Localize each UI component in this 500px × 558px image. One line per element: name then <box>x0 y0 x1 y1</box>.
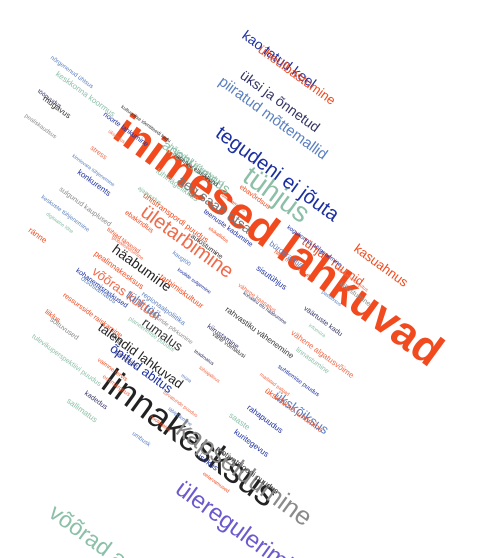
cloud-word: sõltuvused <box>48 316 80 342</box>
cloud-word: stress <box>88 144 108 162</box>
cloud-word: rahapuudus <box>245 402 285 436</box>
cloud-word: tulevikuperspektiivi puudus <box>30 333 103 389</box>
cloud-word: ränne <box>26 225 49 245</box>
cloud-word: pealiskaudsus <box>23 113 58 141</box>
cloud-word: umbusk <box>130 431 152 449</box>
cloud-word: mugavus <box>41 93 73 121</box>
cloud-word: teadmatus <box>192 348 216 368</box>
cloud-word: lühiajalisus <box>197 365 221 385</box>
